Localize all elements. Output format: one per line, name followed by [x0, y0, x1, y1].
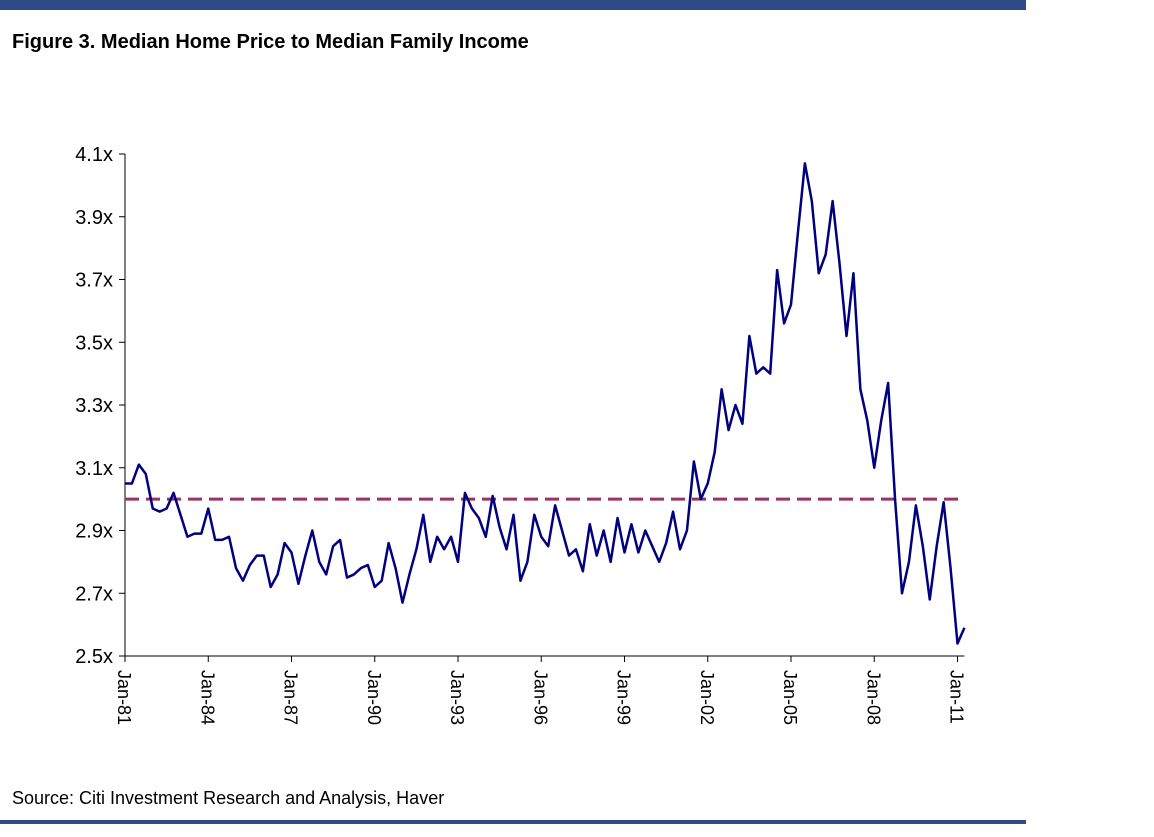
y-tick-label: 3.5x [75, 332, 113, 354]
x-tick-label: Jan-90 [364, 670, 384, 725]
x-tick-label: Jan-87 [281, 670, 301, 725]
y-tick-label: 2.9x [75, 521, 113, 543]
x-tick-label: Jan-99 [614, 670, 634, 725]
bottom-bar [0, 820, 1026, 824]
x-tick-label: Jan-84 [197, 670, 217, 725]
x-tick-label: Jan-05 [780, 670, 800, 725]
y-tick-label: 3.3x [75, 395, 113, 417]
x-tick-label: Jan-08 [863, 670, 883, 725]
x-tick-label: Jan-93 [447, 670, 467, 725]
data-line [125, 162, 966, 645]
source-note: Source: Citi Investment Research and Ana… [12, 788, 444, 808]
x-tick-label: Jan-11 [947, 670, 967, 724]
x-tick-label: Jan-02 [697, 670, 717, 725]
y-tick-label: 3.1x [75, 458, 113, 480]
x-tick-label: Jan-81 [114, 670, 134, 725]
y-tick-label: 2.5x [75, 646, 113, 668]
top-bar [0, 0, 1026, 10]
y-tick-label: 3.7x [75, 270, 113, 292]
chart-title: Figure 3. Median Home Price to Median Fa… [12, 31, 529, 53]
y-tick-label: 3.9x [75, 207, 113, 229]
y-tick-label: 2.7x [75, 583, 113, 605]
x-tick-label: Jan-96 [530, 670, 550, 725]
y-tick-label: 4.1x [75, 144, 113, 166]
